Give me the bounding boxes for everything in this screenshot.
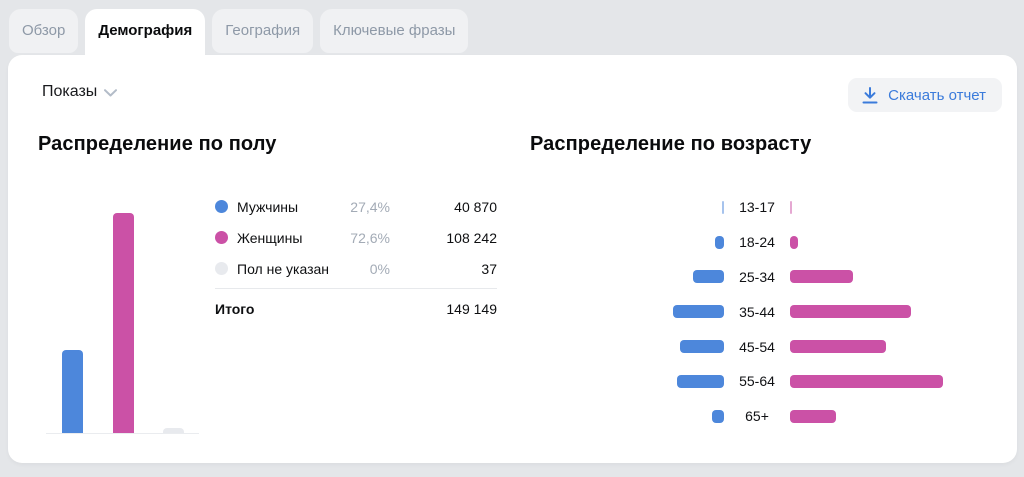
age-zone-male — [536, 374, 724, 388]
age-bar-chart: 13-17 18-24 25-34 35-44 45-54 55-64 65+ — [536, 190, 996, 434]
legend-value: 108 242 — [446, 229, 497, 246]
age-zone-female — [790, 409, 996, 423]
legend-percent: 0% — [369, 260, 390, 277]
age-zone-female — [790, 235, 996, 249]
age-group-label: 18-24 — [739, 234, 775, 251]
download-icon — [862, 86, 878, 103]
legend-divider — [215, 288, 497, 289]
age-bar-female — [790, 200, 792, 214]
legend-row-0: Мужчины 27,4% 40 870 — [215, 191, 497, 222]
age-bar-male — [673, 305, 724, 319]
metric-selector-label: Показы — [42, 83, 98, 100]
legend-percent: 27,4% — [350, 198, 390, 215]
age-group-label: 55-64 — [739, 373, 775, 390]
age-zone-male — [536, 340, 724, 354]
download-report-button[interactable]: Скачать отчет — [848, 78, 1002, 112]
age-bar-female — [790, 235, 798, 249]
age-row-35-44: 35-44 — [536, 294, 996, 329]
age-bar-male — [712, 409, 724, 423]
age-bar-female — [790, 374, 943, 388]
legend-dot — [215, 200, 228, 213]
metric-selector[interactable]: Показы — [42, 83, 118, 101]
age-row-13-17: 13-17 — [536, 190, 996, 225]
demography-panel: Показы Скачать отчет Распределение по по… — [8, 55, 1017, 463]
age-zone-female — [790, 270, 996, 284]
age-zone-female — [790, 305, 996, 319]
age-group-label: 45-54 — [739, 338, 775, 355]
age-zone-female — [790, 200, 996, 214]
age-zone-male — [536, 200, 724, 214]
gender-bar-chart — [46, 153, 199, 433]
age-row-18-24: 18-24 — [536, 225, 996, 260]
age-row-25-34: 25-34 — [536, 260, 996, 295]
age-group-label: 13-17 — [739, 199, 775, 216]
age-zone-male — [536, 409, 724, 423]
age-group-label: 65+ — [745, 408, 769, 425]
age-zone-male — [536, 305, 724, 319]
gender-chart-title: Распределение по полу — [38, 133, 277, 155]
legend-value: 40 870 — [454, 198, 497, 215]
tab-key-phrases[interactable]: Ключевые фразы — [320, 9, 469, 53]
tab-overview[interactable]: Обзор — [9, 9, 79, 53]
age-bar-female — [790, 305, 911, 319]
legend-row-2: Пол не указан 0% 37 — [215, 253, 497, 284]
report-tab-bar: Обзор Демография География Ключевые фраз… — [9, 9, 469, 56]
age-bar-male — [680, 340, 724, 354]
legend-total-row: Итого 149 149 — [215, 289, 497, 329]
legend-label: Женщины — [237, 229, 303, 246]
age-bar-female — [790, 409, 836, 423]
age-zone-female — [790, 340, 996, 354]
legend-value: 37 — [481, 260, 497, 277]
chevron-down-icon — [104, 89, 118, 97]
age-row-55-64: 55-64 — [536, 364, 996, 399]
legend-dot — [215, 231, 228, 244]
age-bar-male — [715, 235, 724, 249]
age-row-45-54: 45-54 — [536, 329, 996, 364]
age-zone-female — [790, 374, 996, 388]
age-zone-male — [536, 235, 724, 249]
age-bar-male — [677, 374, 724, 388]
gender-bar-2 — [163, 428, 184, 433]
age-row-65+: 65+ — [536, 399, 996, 434]
legend-label: Пол не указан — [237, 260, 330, 277]
gender-legend-rows: Мужчины 27,4% 40 870 Женщины 72,6% 108 242 Пол… — [215, 191, 497, 284]
legend-label: Мужчины — [237, 198, 299, 215]
download-report-label: Скачать отчет — [888, 86, 986, 104]
legend-row-1: Женщины 72,6% 108 242 — [215, 222, 497, 253]
legend-dot — [215, 262, 228, 275]
age-bar-male — [693, 270, 724, 284]
tab-geography[interactable]: География — [212, 9, 314, 53]
age-bar-female — [790, 340, 886, 354]
gender-legend: Мужчины 27,4% 40 870 Женщины 72,6% 108 242 Пол… — [215, 191, 497, 329]
age-chart-title: Распределение по возрасту — [530, 133, 812, 155]
age-group-label: 25-34 — [739, 268, 775, 285]
age-bar-male — [722, 200, 724, 214]
gender-bar-0 — [62, 350, 83, 433]
age-bar-female — [790, 270, 853, 284]
gender-bar-1 — [112, 213, 134, 433]
legend-total-value: 149 149 — [446, 301, 497, 317]
gender-chart-axis — [46, 433, 199, 434]
legend-total-label: Итого — [215, 301, 255, 317]
age-group-label: 35-44 — [739, 303, 775, 320]
age-zone-male — [536, 270, 724, 284]
legend-percent: 72,6% — [350, 229, 390, 246]
tab-demography[interactable]: Демография — [85, 9, 206, 56]
